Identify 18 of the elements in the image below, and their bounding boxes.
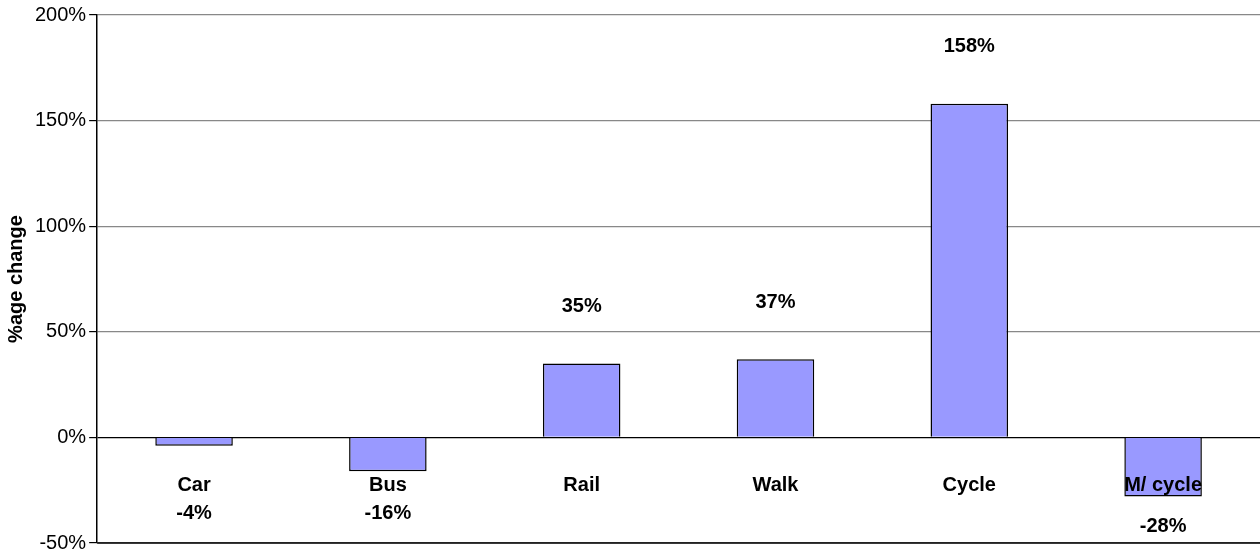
y-tick-label: 100% (35, 213, 87, 236)
data-label: -28% (1139, 514, 1187, 537)
y-tick-label: 150% (35, 108, 87, 131)
data-label: 37% (755, 289, 796, 312)
y-tick-label: 0% (57, 424, 87, 447)
x-tick-label: Bus (368, 472, 407, 495)
x-tick-label: Car (177, 472, 211, 495)
x-tick-label: Cycle (942, 472, 996, 495)
data-label: -16% (364, 500, 412, 523)
y-tick-label: 50% (46, 319, 87, 342)
data-label: -4% (176, 500, 213, 523)
data-label: 35% (561, 294, 602, 316)
y-tick-label: 200% (35, 2, 87, 25)
x-tick-label: Walk (752, 472, 800, 495)
data-label: 158% (943, 34, 996, 57)
y-tick-label: -50% (39, 530, 87, 553)
y-axis-title: %age change (3, 215, 26, 343)
x-tick-label: Rail (563, 472, 601, 495)
